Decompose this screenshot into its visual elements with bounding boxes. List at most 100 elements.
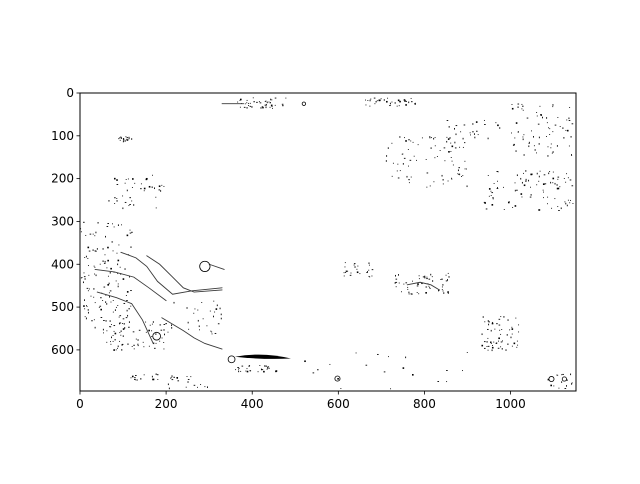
speckle-pixel xyxy=(408,182,410,184)
speckle-pixel xyxy=(507,343,509,345)
speckle-pixel xyxy=(118,137,120,139)
speckle-pixel xyxy=(464,160,466,162)
speckle-pixel xyxy=(128,136,130,139)
speckle-pixel xyxy=(395,281,398,283)
speckle-pixel xyxy=(151,186,153,189)
speckle-pixel xyxy=(516,189,518,191)
speckle-pixel xyxy=(547,146,549,148)
speckle-pixel xyxy=(491,192,494,194)
speckle-pixel xyxy=(502,186,504,188)
speckle-pixel xyxy=(88,250,91,252)
speckle-pixel xyxy=(127,178,129,180)
speckle-pixel xyxy=(213,300,215,302)
speckle-pixel xyxy=(187,378,190,380)
speckle-pixel xyxy=(490,329,492,332)
speckle-pixel xyxy=(270,98,272,101)
speckle-pixel xyxy=(200,384,202,385)
speckle-pixel xyxy=(491,204,494,206)
speckle-pixel xyxy=(134,377,136,379)
speckle-pixel xyxy=(163,342,165,343)
speckle-pixel xyxy=(436,156,438,157)
speckle-pixel xyxy=(127,314,129,317)
speckle-pixel xyxy=(151,323,153,325)
speckle-pixel xyxy=(129,229,131,231)
speckle-pixel xyxy=(556,374,558,376)
speckle-pixel xyxy=(163,329,165,331)
speckle-pixel xyxy=(126,139,129,141)
speckle-pixel xyxy=(446,381,448,383)
speckle-pixel xyxy=(495,342,497,344)
speckle-pixel xyxy=(117,305,119,307)
speckle-pixel xyxy=(440,279,442,280)
edge-circle xyxy=(199,260,211,272)
speckle-pixel xyxy=(529,196,532,198)
speckle-pixel xyxy=(434,157,436,159)
speckle-pixel xyxy=(459,173,461,176)
speckle-pixel xyxy=(117,259,120,262)
speckle-pixel xyxy=(108,282,110,285)
speckle-pixel xyxy=(116,184,119,185)
speckle-pixel xyxy=(173,301,175,304)
y-tick-label: 0 xyxy=(66,86,74,100)
speckle-pixel xyxy=(518,331,520,333)
speckle-pixel xyxy=(132,178,134,180)
speckle-pixel xyxy=(548,172,550,175)
speckle-pixel xyxy=(202,318,204,320)
speckle-pixel xyxy=(209,310,211,312)
speckle-pixel xyxy=(119,340,121,342)
speckle-pixel xyxy=(119,315,122,317)
speckle-pixel xyxy=(252,97,254,99)
speckle-pixel xyxy=(408,179,410,181)
speckle-pixel xyxy=(159,324,162,326)
speckle-pixel xyxy=(337,378,339,380)
speckle-pixel xyxy=(501,348,503,350)
speckle-pixel xyxy=(446,136,448,138)
speckle-pixel xyxy=(387,147,389,149)
speckle-pixel xyxy=(491,346,494,349)
speckle-pixel xyxy=(94,235,96,237)
speckle-pixel xyxy=(394,282,396,284)
speckle-pixel xyxy=(552,171,554,173)
speckle-pixel xyxy=(86,306,88,307)
speckle-pixel xyxy=(514,189,516,192)
speckle-pixel xyxy=(511,326,513,328)
speckle-pixel xyxy=(410,293,412,295)
speckle-pixel xyxy=(500,333,502,335)
speckle-pixel xyxy=(83,276,86,278)
speckle-pixel xyxy=(211,331,213,333)
speckle-pixel xyxy=(109,326,112,328)
speckle-pixel xyxy=(134,379,136,380)
speckle-pixel xyxy=(490,190,492,192)
speckle-pixel xyxy=(114,332,117,335)
speckle-pixel xyxy=(462,175,464,177)
speckle-pixel xyxy=(570,136,572,138)
speckle-pixel xyxy=(416,285,419,287)
edge-circle xyxy=(227,355,236,364)
speckle-pixel xyxy=(494,328,496,330)
speckle-pixel xyxy=(559,126,561,128)
speckle-pixel xyxy=(568,145,570,147)
speckle-pixel xyxy=(521,103,523,105)
speckle-pixel xyxy=(117,273,119,275)
speckle-pixel xyxy=(490,195,492,196)
speckle-pixel xyxy=(496,323,498,325)
speckle-pixel xyxy=(125,136,127,138)
speckle-pixel xyxy=(123,323,125,325)
speckle-pixel xyxy=(85,317,87,319)
speckle-pixel xyxy=(261,369,264,371)
speckle-pixel xyxy=(103,262,106,264)
speckle-pixel xyxy=(91,320,93,322)
speckle-pixel xyxy=(521,108,523,110)
speckle-pixel xyxy=(84,257,86,258)
speckle-pixel xyxy=(562,127,564,129)
speckle-pixel xyxy=(110,323,112,325)
speckle-pixel xyxy=(122,278,125,280)
speckle-pixel xyxy=(274,97,277,99)
speckle-pixel xyxy=(115,349,117,351)
speckle-pixel xyxy=(250,370,251,372)
speckle-pixel xyxy=(149,324,151,326)
speckle-pixel xyxy=(548,127,550,129)
speckle-pixel xyxy=(491,322,494,325)
speckle-pixel xyxy=(158,189,161,191)
